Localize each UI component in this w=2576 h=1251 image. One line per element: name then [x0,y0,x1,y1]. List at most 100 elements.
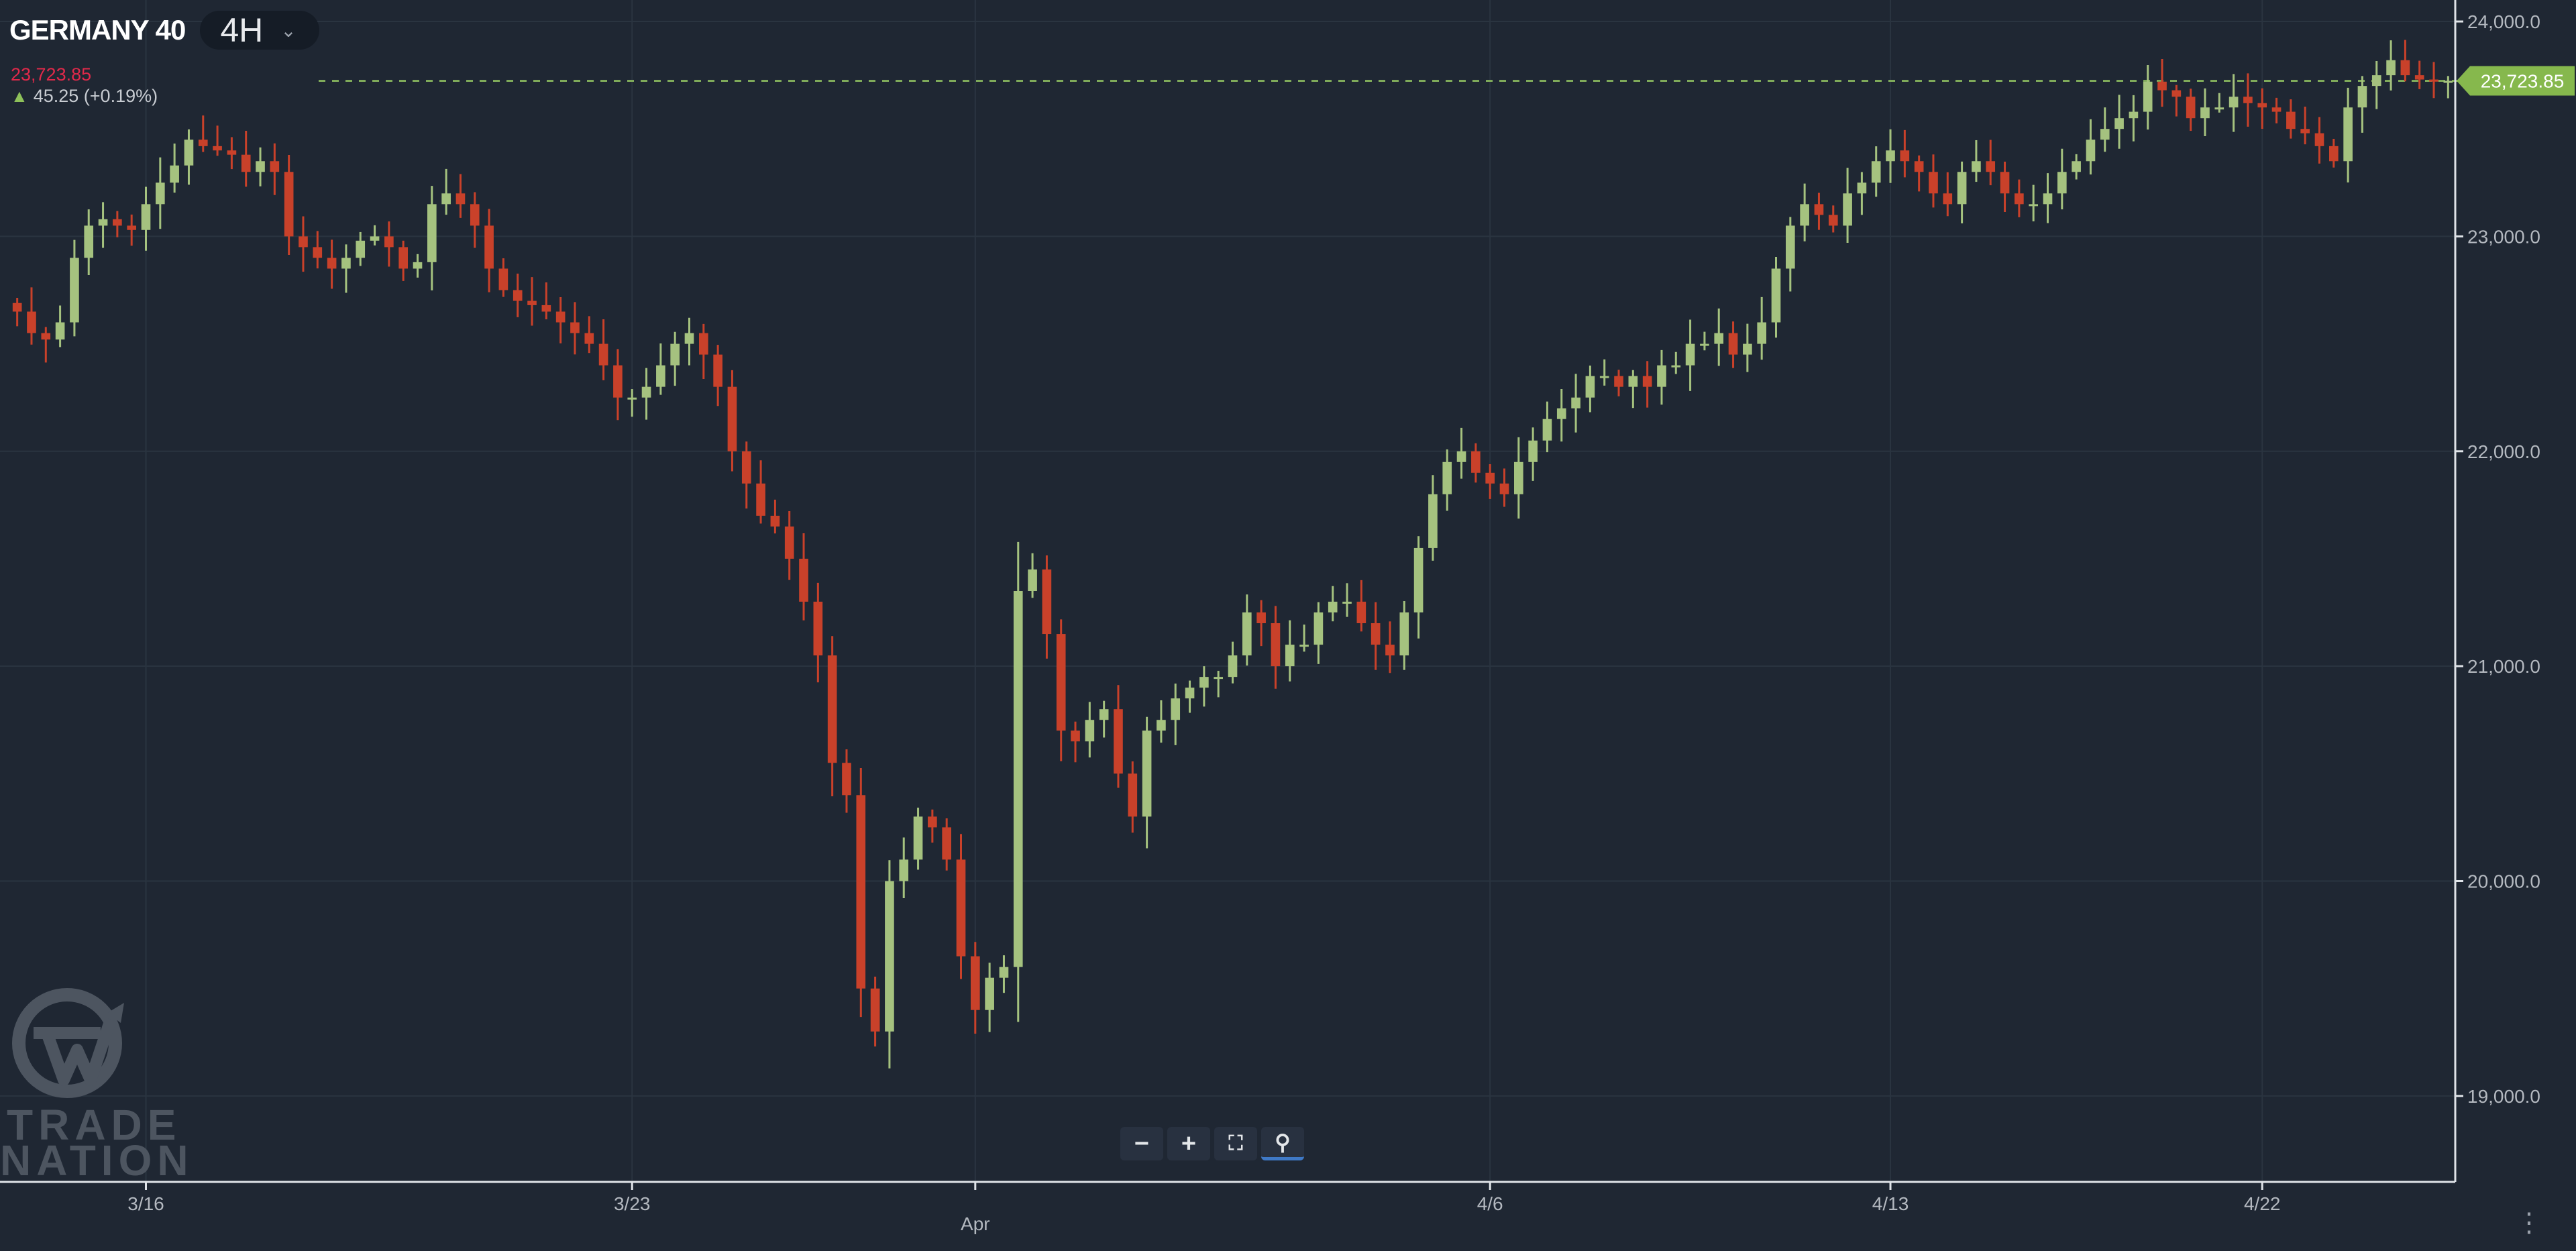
candle-body [856,795,866,989]
candle [2400,40,2410,82]
candle-body [913,816,923,860]
zoom-in-button[interactable]: + [1167,1127,1210,1160]
candle [113,211,122,237]
candle [856,768,866,1018]
candle-body [555,311,566,323]
candle-body [1743,343,1752,355]
candle [1957,161,1967,223]
candle [942,818,952,871]
candle-body [1800,204,1809,226]
candle-body [370,236,380,241]
candle-body [527,301,537,305]
candle-body [598,343,608,366]
candle [813,582,823,683]
candle-body [784,526,794,559]
candle-body [698,333,708,355]
candle-body [2286,111,2296,129]
candle [2100,107,2110,152]
candle-body [1871,161,1881,183]
candle-body [799,558,808,602]
candle [1285,620,1295,682]
candle-body [313,247,323,258]
candle-body [827,655,837,763]
candle [98,202,108,248]
more-options-icon[interactable]: ⋮ [2516,1208,2542,1238]
candle [598,319,608,380]
candle-body [1371,623,1381,645]
candle [1571,374,1580,433]
grid [0,0,2455,1182]
candle [455,174,466,218]
candle [270,143,280,195]
candle [441,168,451,215]
candle [2171,85,2182,117]
candle [2200,88,2210,136]
candle-body [1657,365,1666,387]
candle [1142,716,1152,849]
candle [2343,87,2353,183]
candle [1328,586,1338,622]
candle [2414,60,2424,89]
candle-body [1929,172,1938,194]
candle-body [2086,140,2096,162]
candle [2057,148,2067,210]
candle [2443,76,2453,99]
candle [770,499,780,534]
candle [2429,62,2438,99]
candle-body [1843,193,1852,226]
candle [1671,351,1681,374]
candle-body [213,146,222,151]
candle [1843,168,1852,243]
candle-body [1157,720,1166,731]
candle [1313,602,1324,664]
y-tick-label: 22,000.0 [2467,441,2540,462]
candle-body [1085,720,1095,742]
candle-body [227,150,237,155]
candle-body [1599,376,1609,378]
candle [1871,146,1881,197]
candles [12,40,2453,1069]
candle [198,115,208,152]
timeframe-selector[interactable]: 4H ⌄ [200,11,319,50]
candle [241,130,251,187]
candle-body [1228,655,1238,677]
candle-body [2186,97,2196,119]
candle-body [1456,451,1466,462]
candle-body [2100,129,2110,140]
candle [985,963,994,1032]
candle-body [2243,97,2253,103]
candle [2386,40,2396,91]
y-axis: 19,000.0 20,000.0 21,000.0 22,000.0 23,000.0… [2454,0,2540,1182]
candle-body [1642,376,1652,387]
candle-body [956,859,966,957]
price-tag-background [2457,66,2575,96]
zoom-reset-button[interactable]: ⚲ [1261,1127,1304,1160]
candle [1128,761,1138,833]
candle [527,277,537,326]
candle-body [341,258,351,269]
candle [584,316,594,353]
candle-body [70,258,79,323]
candle [1071,721,1080,763]
candle-body [2143,81,2153,112]
candle-body [12,303,22,312]
candle-body [1886,150,1895,162]
candle-body [1442,461,1452,494]
candle-body [770,515,780,527]
candle [2243,73,2253,127]
candle [313,231,323,269]
candle-body [541,305,551,312]
candle-body [684,333,694,344]
fit-chart-button[interactable]: ⛶ [1214,1127,1257,1160]
candle [1771,256,1781,338]
candle-body [1413,547,1424,613]
candle [1428,475,1438,561]
candle-body [170,165,179,183]
candle-body [1128,773,1138,817]
candle [1271,606,1281,689]
candle-body [41,333,51,340]
zoom-out-button[interactable]: − [1120,1127,1163,1160]
x-tick-label: 4/22 [2244,1193,2281,1214]
candle [141,186,151,251]
